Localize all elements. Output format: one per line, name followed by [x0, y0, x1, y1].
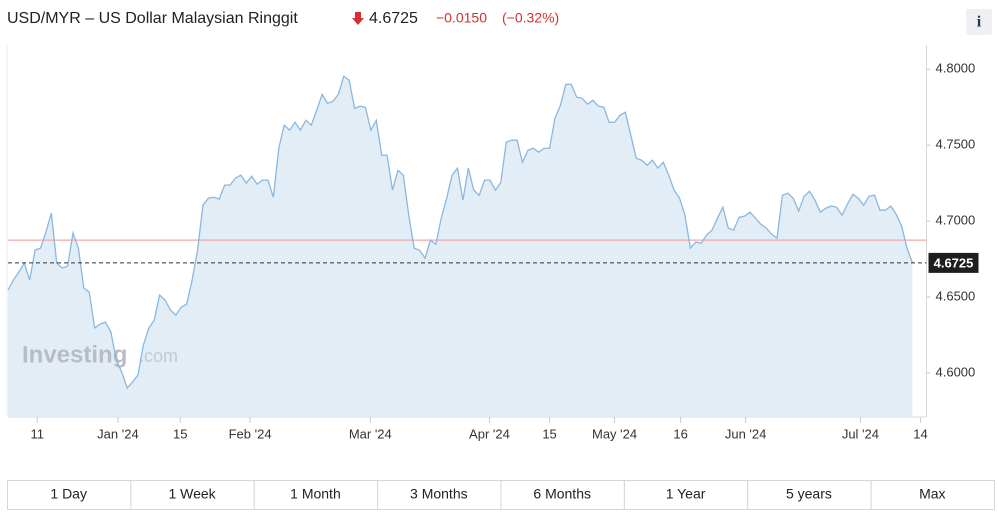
info-icon: i — [977, 14, 982, 31]
y-tick-label: 4.6000 — [936, 364, 976, 379]
x-tick-label: Jul '24 — [842, 426, 879, 441]
change: −0.0150 — [436, 10, 487, 26]
x-tick-label: 11 — [30, 426, 44, 441]
plot: 4.6000 4.6500 4.7000 4.7500 4.8000 11 Jan '24 1… — [6, 45, 979, 441]
y-tick-label: 4.7000 — [936, 213, 976, 228]
x-tick-label: May '24 — [592, 426, 637, 441]
x-tick-label: Feb '24 — [229, 426, 272, 441]
y-tick-label: 4.7500 — [936, 137, 976, 152]
x-tick-label: 16 — [673, 426, 687, 441]
x-tick-label: 15 — [173, 426, 187, 441]
range-label: Max — [919, 486, 945, 502]
range-label: 1 Month — [290, 486, 341, 502]
x-tick-label: 15 — [542, 426, 556, 441]
range-button[interactable] — [377, 480, 502, 510]
watermark: Investing — [22, 341, 127, 368]
y-tick-label: 4.8000 — [936, 61, 976, 76]
range-buttons: 1 Day 1 Week 1 Month 3 Months 6 Months 1 Year… — [7, 480, 995, 510]
range-label: 6 Months — [533, 486, 591, 502]
change-pct: (−0.32%) — [502, 10, 559, 26]
range-label: 5 years — [786, 486, 832, 502]
price: 4.6725 — [369, 10, 418, 27]
range-label: 1 Day — [50, 486, 87, 502]
range-button[interactable] — [870, 480, 995, 510]
range-button[interactable] — [500, 480, 625, 510]
x-tick-label: Jun '24 — [725, 426, 767, 441]
x-tick-label: Mar '24 — [349, 426, 392, 441]
x-tick-label: Jan '24 — [97, 426, 139, 441]
price-line — [7, 75, 914, 390]
x-tick-label: 14 — [913, 426, 927, 441]
down-arrow — [352, 12, 364, 25]
chart-title: USD/MYR – US Dollar Malaysian Ringgit — [7, 10, 298, 27]
range-label: 3 Months — [410, 486, 468, 502]
x-tick-label: Apr '24 — [469, 426, 510, 441]
watermark-suffix: .com — [139, 346, 178, 366]
range-button[interactable] — [7, 480, 132, 510]
last-price-box — [928, 252, 979, 273]
y-tick-label: 4.6500 — [936, 288, 976, 303]
range-label: 1 Year — [666, 486, 706, 502]
range-button[interactable] — [623, 480, 749, 510]
area-fill — [8, 76, 913, 417]
range-button[interactable] — [747, 480, 872, 510]
last-price-label: 4.6725 — [934, 255, 974, 270]
range-label: 1 Week — [168, 486, 216, 502]
info-button[interactable] — [966, 9, 992, 35]
